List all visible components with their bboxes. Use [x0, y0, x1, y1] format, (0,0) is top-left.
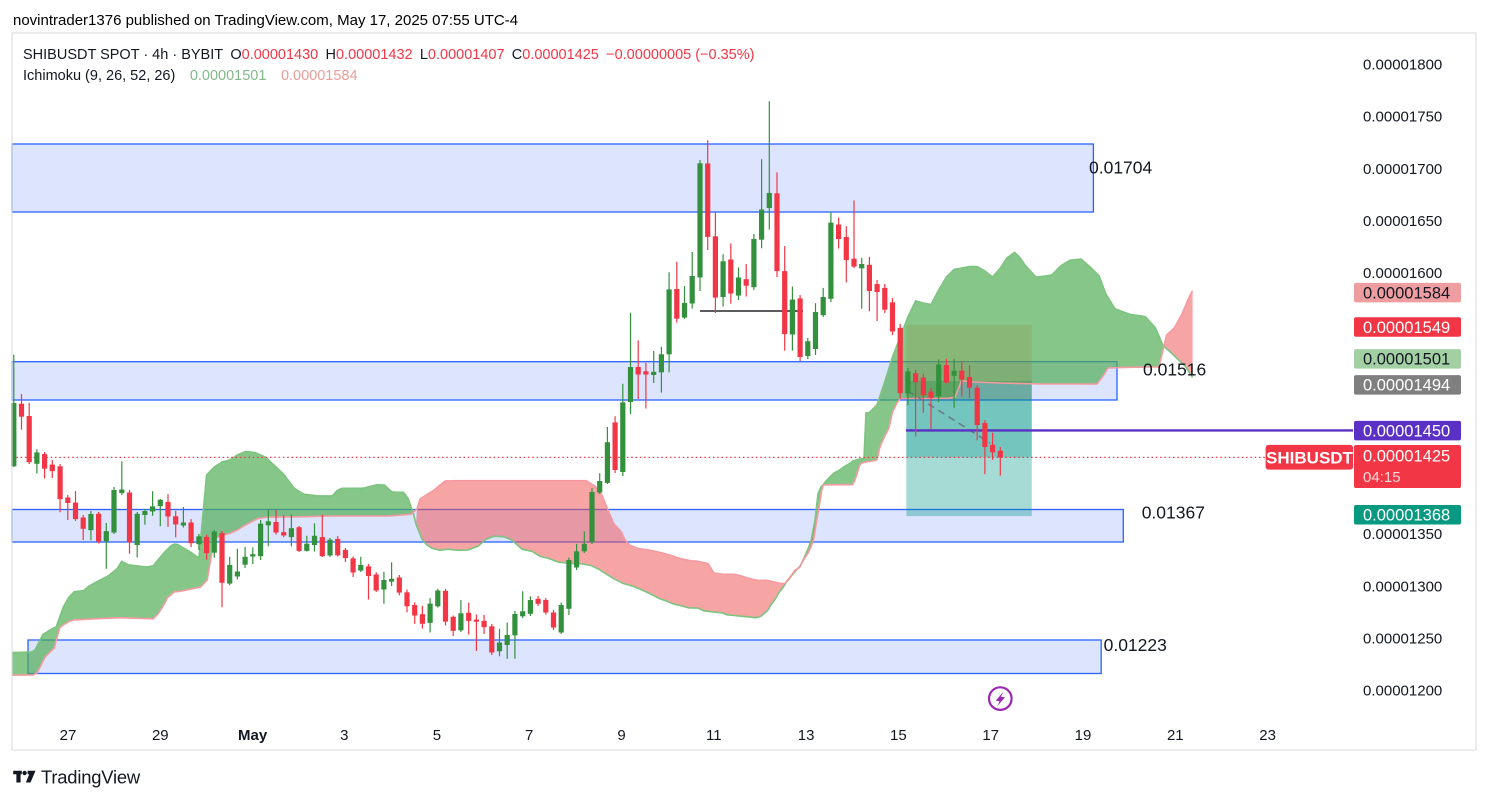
svg-text:0.00001584: 0.00001584	[1363, 285, 1450, 303]
svg-text:04:15: 04:15	[1363, 469, 1401, 486]
svg-text:0.01223: 0.01223	[1104, 635, 1167, 655]
svg-text:3: 3	[340, 727, 348, 744]
svg-text:29: 29	[152, 727, 169, 744]
svg-text:0.00001750: 0.00001750	[1363, 109, 1442, 126]
svg-text:0.00001200: 0.00001200	[1363, 683, 1442, 700]
svg-text:0.00001501: 0.00001501	[1363, 351, 1450, 369]
svg-text:0.00001300: 0.00001300	[1363, 578, 1442, 595]
svg-text:Ichimoku (9, 26, 52, 26) 0.00: Ichimoku (9, 26, 52, 26) 0.00001501 0.00…	[23, 68, 358, 84]
svg-text:0.01516: 0.01516	[1143, 360, 1206, 380]
svg-text:TradingView: TradingView	[41, 767, 141, 788]
svg-text:0.00001600: 0.00001600	[1363, 265, 1442, 282]
svg-text:0.00001350: 0.00001350	[1363, 526, 1442, 543]
svg-text:17: 17	[982, 727, 999, 744]
svg-text:0.01704: 0.01704	[1089, 158, 1153, 178]
svg-text:SHIBUSDT SPOT · 4h · BYBIT O0.: SHIBUSDT SPOT · 4h · BYBIT O0.00001430 H…	[23, 47, 754, 63]
svg-text:novintrader1376 published on T: novintrader1376 published on TradingView…	[13, 12, 518, 29]
svg-text:27: 27	[60, 727, 77, 744]
svg-text:0.00001368: 0.00001368	[1363, 507, 1450, 525]
svg-text:0.00001494: 0.00001494	[1363, 377, 1450, 395]
svg-text:13: 13	[798, 727, 815, 744]
svg-text:21: 21	[1167, 727, 1184, 744]
svg-text:7: 7	[525, 727, 533, 744]
svg-text:9: 9	[617, 727, 625, 744]
svg-text:23: 23	[1259, 727, 1276, 744]
svg-text:0.00001450: 0.00001450	[1363, 422, 1450, 440]
svg-text:0.01367: 0.01367	[1142, 503, 1205, 523]
svg-text:5: 5	[433, 727, 441, 744]
svg-text:0.00001700: 0.00001700	[1363, 161, 1442, 178]
svg-text:15: 15	[890, 727, 907, 744]
svg-text:0.00001250: 0.00001250	[1363, 630, 1442, 647]
svg-text:19: 19	[1075, 727, 1092, 744]
svg-text:SHIBUSDT: SHIBUSDT	[1266, 449, 1354, 468]
svg-text:0.00001425: 0.00001425	[1363, 448, 1450, 466]
svg-text:May: May	[238, 727, 268, 744]
svg-text:0.00001800: 0.00001800	[1363, 57, 1442, 74]
svg-text:11: 11	[706, 727, 722, 744]
svg-text:0.00001650: 0.00001650	[1363, 213, 1442, 230]
svg-text:0.00001549: 0.00001549	[1363, 319, 1450, 337]
